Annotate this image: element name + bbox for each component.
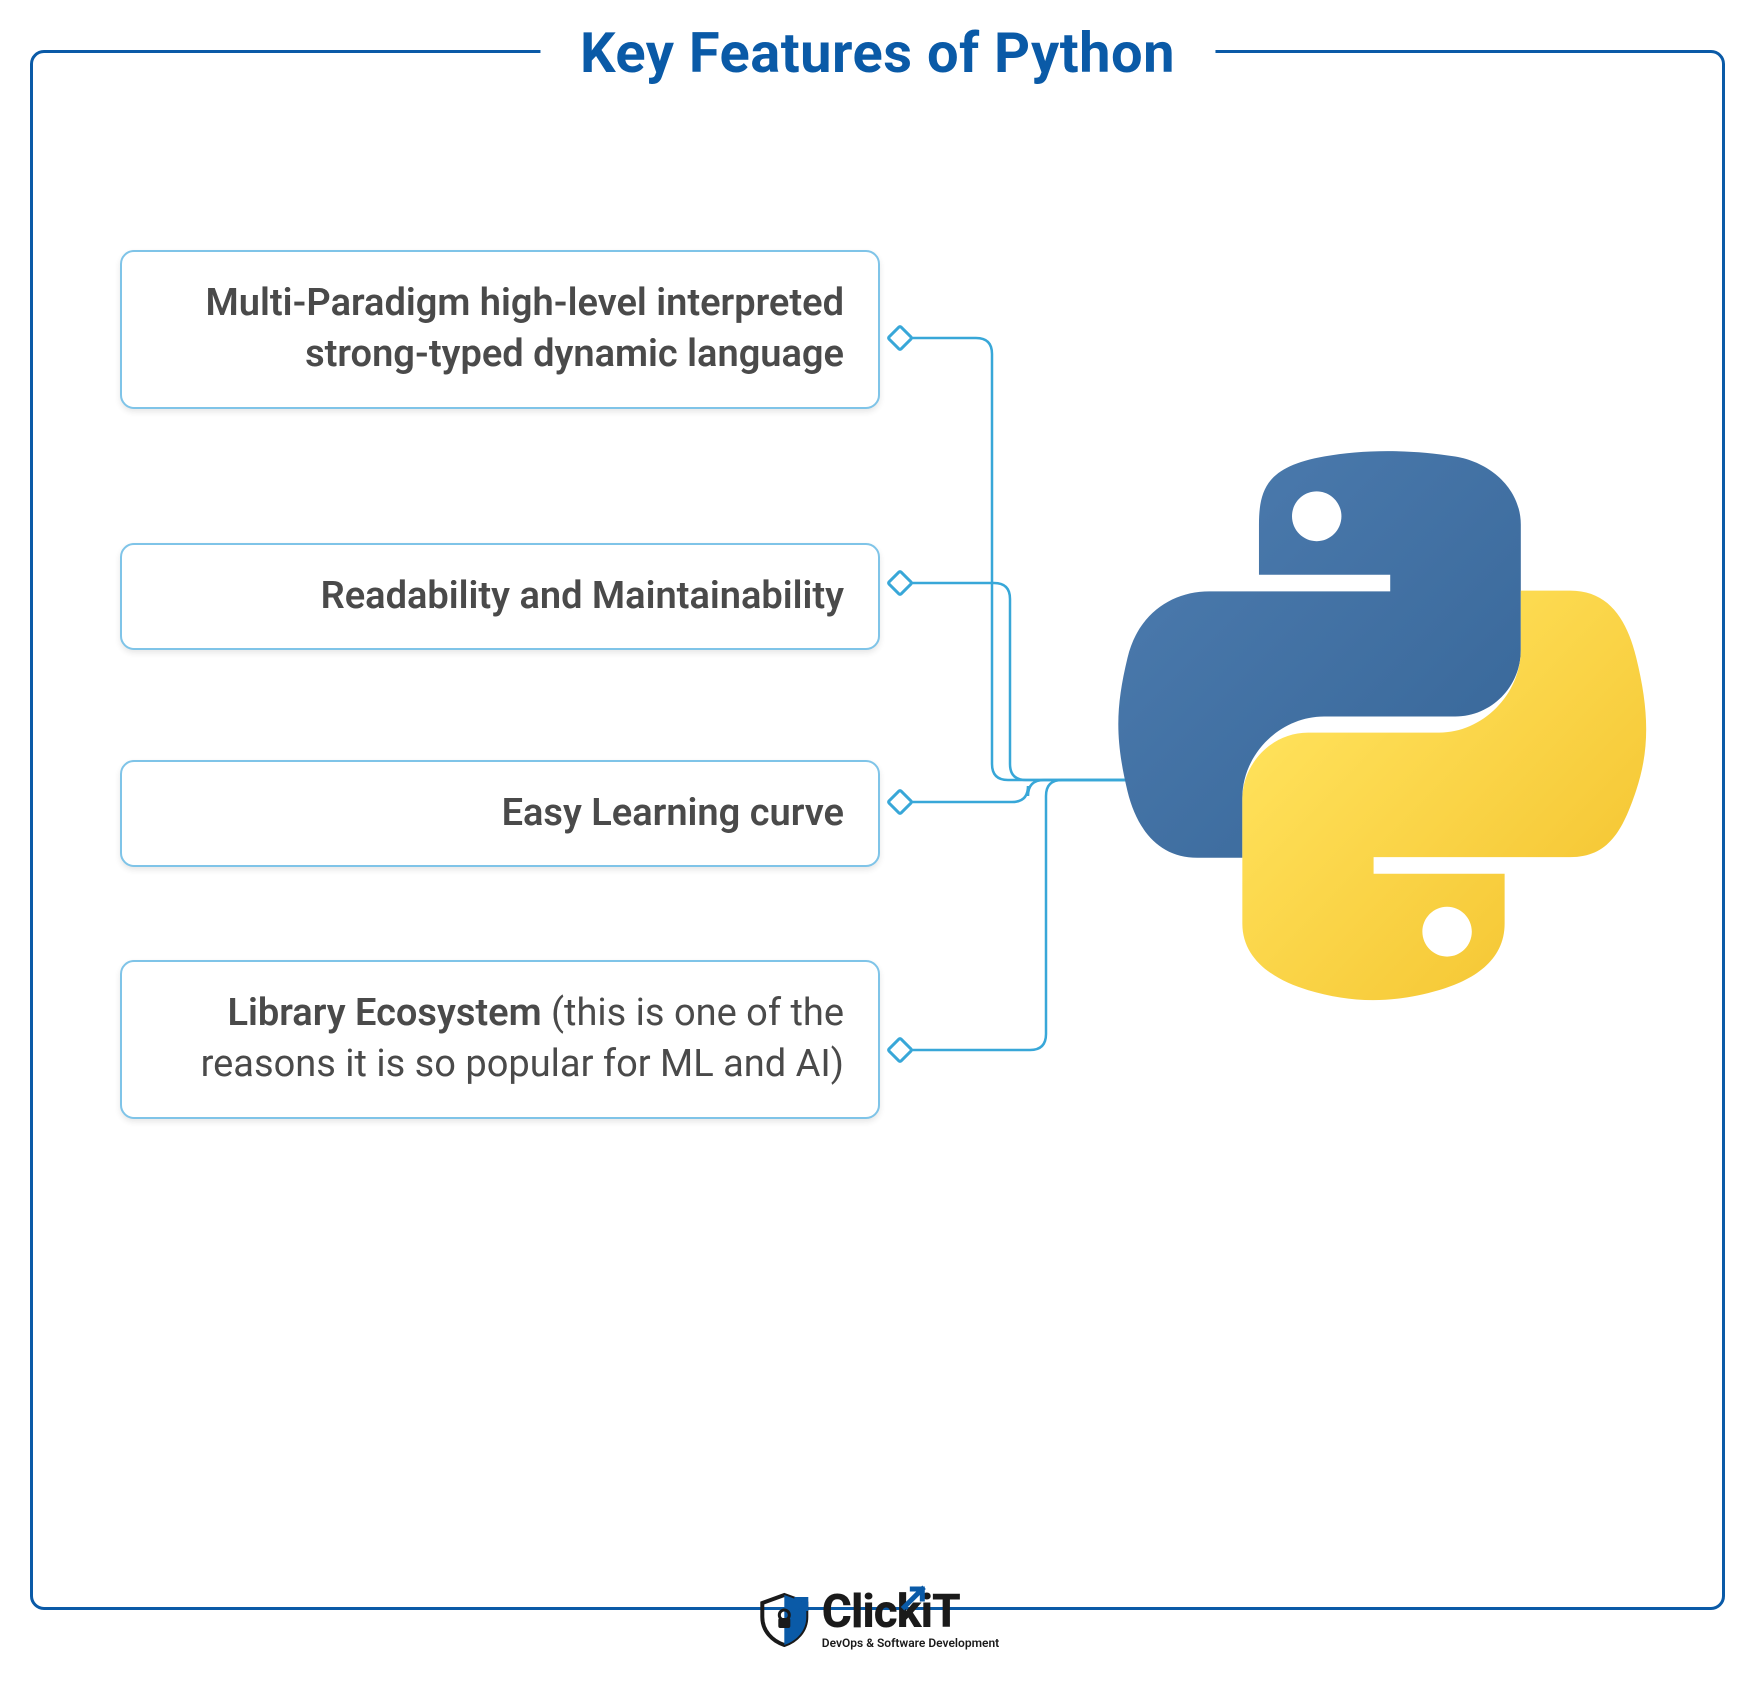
brand-tagline: DevOps & Software Development [822, 1637, 999, 1649]
connector-path-4 [912, 780, 1130, 1050]
brand-name: ClickiT [822, 1589, 999, 1635]
connector-path-2 [912, 583, 1130, 780]
brand-shield-icon [756, 1591, 812, 1647]
content-area: Multi-Paradigm high-level interpreted st… [120, 250, 1630, 1310]
python-logo-icon [1110, 450, 1670, 1010]
page-title: Key Features of Python [580, 20, 1175, 86]
connector-path-3 [912, 780, 1130, 802]
title-container: Key Features of Python [540, 20, 1215, 86]
brand-arrow-icon [898, 1583, 928, 1613]
connector-path-1 [912, 338, 1130, 780]
brand-text: ClickiT DevOps & Software Development [822, 1589, 999, 1649]
brand-name-post: T [932, 1585, 960, 1639]
brand-footer: ClickiT DevOps & Software Development [756, 1589, 999, 1649]
